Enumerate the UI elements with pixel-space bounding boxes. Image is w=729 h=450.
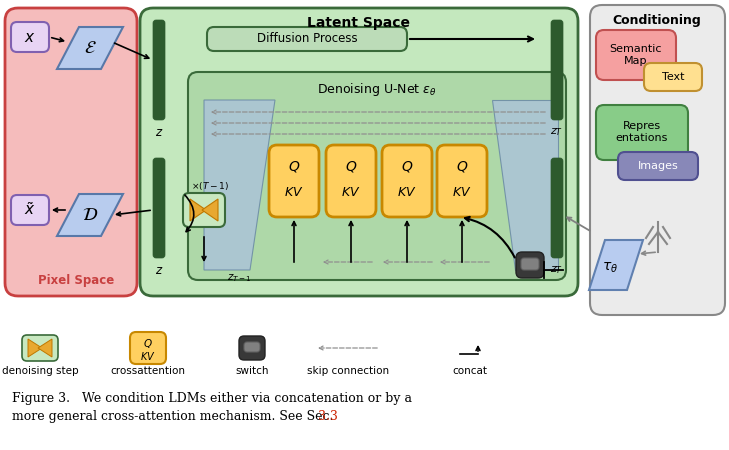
Text: concat: concat <box>453 366 488 376</box>
Polygon shape <box>589 240 643 290</box>
Polygon shape <box>28 339 42 357</box>
Polygon shape <box>190 199 206 221</box>
FancyBboxPatch shape <box>644 63 702 91</box>
FancyBboxPatch shape <box>207 27 407 51</box>
Text: $Q$: $Q$ <box>456 158 468 174</box>
FancyBboxPatch shape <box>153 158 165 258</box>
Polygon shape <box>57 27 123 69</box>
Text: denoising step: denoising step <box>1 366 78 376</box>
Text: skip connection: skip connection <box>307 366 389 376</box>
FancyBboxPatch shape <box>188 72 566 280</box>
Text: $\mathcal{D}$: $\mathcal{D}$ <box>82 206 98 224</box>
Text: $\mathcal{E}$: $\mathcal{E}$ <box>84 39 96 57</box>
Text: $Q$: $Q$ <box>345 158 357 174</box>
FancyBboxPatch shape <box>382 145 432 217</box>
FancyBboxPatch shape <box>596 105 688 160</box>
Text: $z$: $z$ <box>155 264 163 276</box>
Text: Text: Text <box>662 72 685 82</box>
FancyBboxPatch shape <box>326 145 376 217</box>
Polygon shape <box>57 194 123 236</box>
Text: $\tilde{x}$: $\tilde{x}$ <box>24 202 36 218</box>
FancyBboxPatch shape <box>183 193 225 227</box>
Polygon shape <box>202 199 218 221</box>
Text: Figure 3.   We condition LDMs either via concatenation or by a: Figure 3. We condition LDMs either via c… <box>12 392 412 405</box>
FancyBboxPatch shape <box>618 152 698 180</box>
Text: $\tau_\theta$: $\tau_\theta$ <box>602 261 618 275</box>
Text: more general cross-attention mechanism. See Sec.: more general cross-attention mechanism. … <box>12 410 338 423</box>
Text: Images: Images <box>638 161 679 171</box>
Text: $KV$: $KV$ <box>452 185 472 198</box>
Text: Repres
entations: Repres entations <box>616 121 668 143</box>
Text: $KV$: $KV$ <box>397 185 417 198</box>
FancyBboxPatch shape <box>153 20 165 120</box>
Text: $KV$: $KV$ <box>284 185 304 198</box>
Text: Denoising U-Net $\epsilon_\theta$: Denoising U-Net $\epsilon_\theta$ <box>317 81 437 98</box>
Text: 3.3: 3.3 <box>318 410 338 423</box>
Text: $z$: $z$ <box>155 126 163 139</box>
FancyBboxPatch shape <box>516 252 544 278</box>
Text: $KV$: $KV$ <box>140 350 156 362</box>
Polygon shape <box>492 100 558 270</box>
FancyBboxPatch shape <box>22 335 58 361</box>
Text: crossattention: crossattention <box>111 366 185 376</box>
FancyBboxPatch shape <box>269 145 319 217</box>
FancyBboxPatch shape <box>11 195 49 225</box>
FancyBboxPatch shape <box>521 258 539 270</box>
Text: Semantic
Map: Semantic Map <box>609 44 662 66</box>
Text: $Q$: $Q$ <box>143 337 153 350</box>
FancyBboxPatch shape <box>5 8 137 296</box>
Text: switch: switch <box>235 366 269 376</box>
FancyBboxPatch shape <box>130 332 166 364</box>
FancyBboxPatch shape <box>244 342 260 352</box>
Text: $\times(T-1)$: $\times(T-1)$ <box>191 180 229 192</box>
Polygon shape <box>204 100 275 270</box>
Text: Conditioning: Conditioning <box>612 14 701 27</box>
Text: $x$: $x$ <box>24 30 36 45</box>
FancyBboxPatch shape <box>551 158 563 258</box>
Text: Pixel Space: Pixel Space <box>38 274 114 287</box>
Text: $KV$: $KV$ <box>341 185 361 198</box>
Polygon shape <box>38 339 52 357</box>
FancyBboxPatch shape <box>239 336 265 360</box>
FancyBboxPatch shape <box>551 20 563 120</box>
Text: Diffusion Process: Diffusion Process <box>257 32 357 45</box>
Text: $z_T$: $z_T$ <box>550 264 564 276</box>
FancyBboxPatch shape <box>140 8 578 296</box>
FancyBboxPatch shape <box>11 22 49 52</box>
FancyBboxPatch shape <box>437 145 487 217</box>
Text: $z_T$: $z_T$ <box>550 126 564 138</box>
Text: $Q$: $Q$ <box>288 158 300 174</box>
Text: $Q$: $Q$ <box>401 158 413 174</box>
Text: $z_{T-1}$: $z_{T-1}$ <box>227 272 252 284</box>
FancyBboxPatch shape <box>590 5 725 315</box>
Text: Latent Space: Latent Space <box>308 16 410 30</box>
FancyBboxPatch shape <box>596 30 676 80</box>
